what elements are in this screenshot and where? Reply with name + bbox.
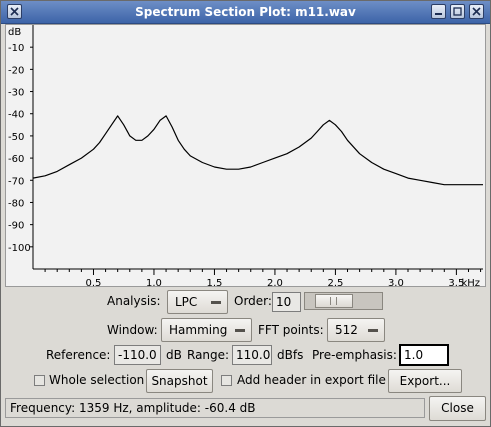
close-icon[interactable] (469, 4, 484, 19)
window-value: Hamming (169, 323, 228, 337)
range-field[interactable]: 110.0 (232, 345, 272, 365)
y-tick-label: -80 (8, 198, 24, 209)
snapshot-button[interactable]: Snapshot (146, 369, 213, 393)
whole-selection-checkbox[interactable] (34, 375, 45, 386)
y-tick-label: -100 (8, 243, 31, 254)
y-tick-label: -10 (8, 43, 24, 54)
spectrum-plot[interactable]: dB -10 -20 -30 -40 -50 -60 -70 -80 -90 -100 0.5 1.0 1… (5, 24, 486, 289)
x-unit-label: kHz (461, 278, 480, 286)
x-tick-label: 2.0 (267, 278, 283, 286)
analysis-select[interactable]: LPC (167, 290, 228, 314)
add-header-checkbox[interactable] (221, 375, 232, 386)
y-tick-label: -90 (8, 221, 24, 232)
whole-selection-label: Whole selection (49, 373, 145, 387)
maximize-icon[interactable] (450, 4, 465, 19)
y-tick-label: -60 (8, 154, 24, 165)
x-tick-label: 0.5 (86, 278, 102, 286)
window-title: Spectrum Section Plot: m11.wav (135, 5, 356, 19)
window-label: Window: (107, 323, 158, 337)
x-tick-label: 1.5 (206, 278, 222, 286)
order-slider[interactable] (304, 292, 383, 310)
x-tick-label: 1.0 (146, 278, 162, 286)
x-tick-label: 3.5 (448, 278, 464, 286)
close-icon[interactable] (7, 4, 22, 19)
pre-emphasis-label: Pre-emphasis: (312, 348, 397, 362)
status-bar: Frequency: 1359 Hz, amplitude: -60.4 dB (5, 398, 425, 418)
fft-points-label: FFT points: (258, 323, 324, 337)
order-field[interactable]: 10 (272, 292, 301, 312)
window-select[interactable]: Hamming (161, 318, 252, 342)
spectrum-chart[interactable]: dB -10 -20 -30 -40 -50 -60 -70 -80 -90 -100 0.5 1.0 1… (6, 25, 485, 289)
y-tick-label: -30 (8, 88, 24, 99)
y-tick-label: -70 (8, 176, 24, 187)
order-label: Order: (234, 294, 272, 308)
export-button[interactable]: Export... (388, 369, 462, 393)
analysis-value: LPC (175, 295, 198, 309)
x-tick-label: 3.0 (388, 278, 404, 286)
minimize-icon[interactable] (431, 4, 446, 19)
dropdown-icon (235, 329, 245, 332)
spectrum-line (32, 115, 483, 186)
range-label: Range: (187, 348, 230, 362)
fft-points-value: 512 (335, 323, 358, 337)
analysis-label: Analysis: (107, 294, 161, 308)
y-unit-label: dB (8, 27, 21, 38)
y-tick-label: -40 (8, 110, 24, 121)
x-tick-label: 2.5 (327, 278, 343, 286)
reference-unit: dB (166, 348, 182, 362)
fft-points-select[interactable]: 512 (327, 318, 385, 342)
y-tick-label: -50 (8, 132, 24, 143)
range-unit: dBfs (277, 348, 304, 362)
dropdown-icon (211, 301, 221, 304)
reference-label: Reference: (46, 348, 111, 362)
dropdown-icon (368, 329, 378, 332)
title-bar[interactable]: Spectrum Section Plot: m11.wav (1, 1, 490, 24)
y-tick-label: -20 (8, 65, 24, 76)
pre-emphasis-field[interactable]: 1.0 (399, 344, 449, 366)
slider-thumb[interactable] (315, 294, 353, 308)
add-header-label: Add header in export file (237, 373, 386, 387)
close-button[interactable]: Close (429, 396, 486, 421)
reference-field[interactable]: -110.0 (114, 345, 161, 365)
